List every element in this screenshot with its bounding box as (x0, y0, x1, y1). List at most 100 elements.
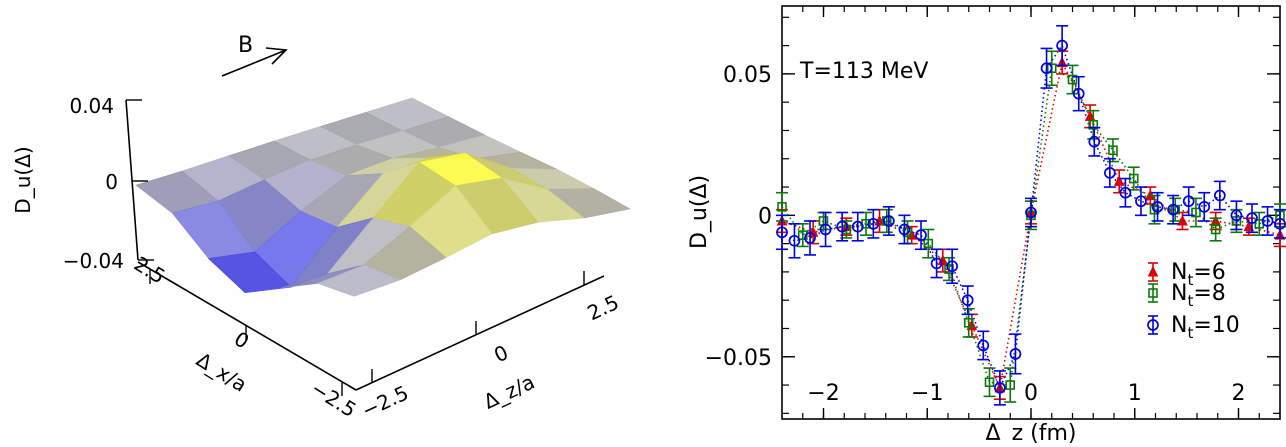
magnetic-field-label: B (238, 33, 253, 58)
data-point (1046, 63, 1057, 74)
data-point (1088, 120, 1099, 130)
data-point (1149, 204, 1160, 215)
x-tick-label: −2 (807, 381, 839, 406)
data-point (1182, 195, 1195, 208)
surface-mesh (135, 97, 631, 297)
legend-marker-circle (1147, 315, 1159, 335)
data-point (946, 260, 959, 273)
data-point (1243, 220, 1255, 232)
legend-entry: Nt=6 (1147, 260, 1226, 289)
data-point (1072, 87, 1085, 100)
data-point (915, 229, 927, 241)
data-point (867, 217, 880, 230)
data-point (1210, 224, 1221, 235)
x-tick-label: 0 (230, 327, 254, 354)
legend-entry: Nt=10 (1147, 313, 1240, 342)
z-direction-tick-label: 2.5 (584, 290, 623, 325)
data-point (944, 264, 954, 274)
x-tick-label: 0 (1024, 381, 1038, 406)
data-point (1151, 200, 1164, 213)
data-point (1067, 74, 1078, 85)
data-point (807, 226, 819, 237)
data-point (977, 339, 990, 352)
z-direction-axis-label: Δ_z/a (480, 370, 538, 414)
z-direction-axis-line (355, 275, 605, 391)
z-direction-tick-label: 0 (490, 340, 512, 367)
legend-symbol (1147, 265, 1159, 277)
data-point (883, 215, 895, 227)
data-point (1025, 206, 1037, 219)
data-point (923, 238, 934, 249)
x-axis-line (137, 261, 357, 391)
data-point (1213, 189, 1226, 202)
data-point (851, 220, 864, 233)
data-point (1246, 212, 1258, 225)
data-point (1005, 380, 1016, 390)
temperature-annotation: T=113 MeV (799, 59, 928, 84)
y-axis-label: D_u(Δ) (687, 175, 712, 249)
legend-label: Nt=10 (1171, 313, 1240, 342)
data-point (1198, 200, 1211, 213)
z-tick-label: 0 (105, 170, 118, 194)
data-point (902, 227, 913, 238)
z-axis-label: D_u(Δ) (11, 146, 35, 213)
data-series (776, 25, 1286, 406)
data-point (788, 234, 801, 247)
z-tick-label: 0.04 (69, 94, 114, 118)
x-axis-label: Δ_x/a (192, 347, 251, 396)
data-point (1103, 167, 1116, 179)
data-point (776, 226, 788, 239)
magnetic-field-arrow (221, 47, 288, 77)
z-axis-line (125, 99, 139, 261)
data-point (804, 232, 816, 244)
data-point (984, 377, 995, 388)
data-point (961, 294, 974, 307)
data-point (930, 257, 943, 270)
data-point (1230, 209, 1243, 222)
y-tick-label: −0.05 (705, 346, 772, 371)
x-tick-label: 1 (1128, 381, 1142, 406)
x-tick-label: −1 (911, 381, 943, 406)
x-axis-label: Δ_z (fm) (986, 421, 1077, 443)
data-point (963, 318, 974, 328)
legend-marker-triangle (1147, 262, 1159, 282)
data-point (1191, 207, 1201, 218)
data-point (836, 220, 849, 233)
data-point (777, 202, 787, 212)
y-tick-label: 0.05 (723, 63, 772, 88)
x-tick-label: 2 (1232, 381, 1246, 406)
data-point (1135, 195, 1147, 208)
data-point (1119, 186, 1132, 199)
surface-plot-panel: 0.04 0 −0.04 D_u(Δ) 2.5 0 −2.5 Δ_x/a −2.… (11, 33, 631, 423)
surface-face (316, 264, 401, 297)
data-point (1056, 39, 1068, 52)
data-point (898, 223, 911, 236)
legend-label: Nt=6 (1171, 260, 1226, 289)
data-point (819, 223, 832, 236)
x-tick-label: −2.5 (307, 376, 361, 422)
y-tick-label: 0 (758, 204, 772, 229)
legend-symbol (1147, 319, 1159, 331)
data-point (1040, 62, 1053, 75)
legend-marker-square (1148, 283, 1158, 303)
data-point (1088, 135, 1101, 148)
data-point (1167, 203, 1179, 216)
data-point (1274, 217, 1286, 230)
data-point (1009, 348, 1022, 360)
fit-curve (781, 60, 1281, 391)
legend-symbol (1148, 288, 1158, 298)
x-tick-label: 2.5 (130, 251, 170, 288)
data-point (1108, 145, 1118, 156)
data-point (994, 382, 1006, 394)
legend-entry: Nt=8 (1148, 281, 1226, 310)
data-point (1261, 215, 1274, 227)
legend-label: Nt=8 (1171, 281, 1226, 310)
z-direction-tick-label: −2.5 (358, 381, 412, 423)
data-point (1113, 175, 1125, 186)
z-tick-label: −0.04 (63, 249, 124, 273)
scatter-plot-panel: −2 −1 0 1 2 0.05 0 −0.05 T=113 MeV D_u(Δ) Δ_z (… (687, 5, 1286, 446)
series-circle (776, 25, 1286, 406)
axis-ticks: −2 −1 0 1 2 0.05 0 −0.05 (705, 6, 1280, 419)
